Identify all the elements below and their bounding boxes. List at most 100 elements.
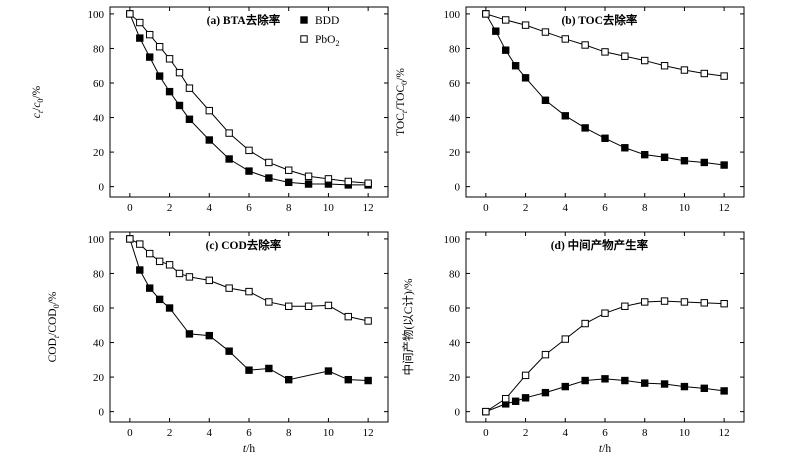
legend-marker-bdd — [300, 16, 308, 24]
series-line — [129, 13, 369, 186]
data-point — [511, 397, 520, 405]
y-tick-label: 20 — [449, 372, 461, 384]
y-tick-label: 20 — [93, 147, 105, 159]
data-point — [265, 174, 273, 182]
data-point — [720, 161, 728, 169]
data-point — [136, 266, 144, 274]
data-point — [492, 27, 500, 35]
y-tick-label: 40 — [93, 113, 105, 125]
x-tick-label: 10 — [323, 427, 335, 439]
series-pbo2 — [126, 235, 372, 325]
data-point — [641, 379, 649, 387]
data-point — [225, 284, 233, 292]
data-point — [265, 364, 273, 373]
panel-c: 0 2 4 6 8 10 12 0 20 40 60 80 100 (c) COD去除率 CODt/COD0… — [47, 231, 389, 455]
data-point — [601, 48, 609, 56]
x-tick-label: 12 — [363, 427, 374, 439]
data-point — [155, 295, 164, 304]
x-tick-label: 0 — [127, 427, 133, 439]
y-tick-label: 100 — [88, 234, 105, 246]
x-tick-label: 6 — [602, 427, 608, 439]
data-point — [541, 350, 550, 359]
plot-frame — [465, 6, 745, 198]
data-point — [641, 56, 649, 65]
data-point — [185, 115, 194, 123]
y-axis-label: 中间产物(以C计)/% — [401, 278, 415, 376]
data-point — [482, 10, 490, 18]
data-point — [126, 10, 134, 18]
x-tick-label: 12 — [719, 202, 730, 214]
series-line — [485, 300, 725, 413]
y-tick-label: 80 — [449, 268, 461, 280]
data-point — [581, 124, 589, 132]
series-bdd — [482, 375, 728, 416]
data-point — [165, 87, 174, 96]
data-point — [641, 298, 649, 306]
y-tick-label: 40 — [93, 338, 105, 350]
data-point — [621, 376, 629, 385]
data-point — [185, 330, 194, 338]
x-tick-label: 10 — [679, 427, 691, 439]
data-point — [621, 52, 629, 60]
x-tick-label: 2 — [167, 202, 173, 214]
data-point — [304, 180, 313, 188]
panel-d: 0 2 4 6 8 10 12 0 20 40 60 80 100 (d) 中间产物产生率中间产物(以C计… — [401, 231, 745, 455]
x-tick-label: 10 — [679, 202, 691, 214]
data-point — [324, 301, 333, 310]
data-point — [680, 66, 689, 74]
series-line — [485, 13, 725, 166]
data-point — [285, 178, 293, 187]
data-point — [680, 298, 689, 306]
data-point — [165, 261, 174, 269]
x-tick-label: 12 — [363, 202, 374, 214]
data-point — [660, 153, 669, 161]
data-point — [521, 394, 530, 402]
data-point — [720, 72, 728, 80]
data-point — [581, 41, 589, 49]
data-point — [205, 276, 213, 285]
data-point — [680, 157, 689, 165]
y-tick-label: 100 — [444, 9, 461, 21]
data-point — [482, 407, 490, 416]
y-axis-label: CODt/COD0/% — [47, 291, 61, 362]
x-tick-label: 8 — [286, 202, 292, 214]
data-point — [304, 172, 313, 180]
y-tick-label: 60 — [449, 78, 461, 90]
data-point — [660, 380, 669, 388]
x-axis-label: t/h — [243, 443, 255, 455]
y-tick-label: 60 — [93, 78, 105, 90]
x-tick-label: 12 — [719, 427, 730, 439]
data-point — [561, 112, 569, 120]
x-tick-label: 6 — [246, 427, 252, 439]
series-line — [485, 378, 725, 413]
data-point — [205, 106, 213, 115]
y-tick-label: 80 — [93, 43, 105, 55]
data-point — [265, 158, 273, 167]
data-point — [225, 155, 233, 163]
data-point — [155, 43, 164, 51]
y-tick-label: 0 — [455, 182, 461, 194]
data-point — [541, 388, 550, 397]
data-point — [155, 257, 164, 266]
data-point — [285, 302, 293, 310]
y-tick-label: 60 — [93, 303, 105, 315]
x-tick-label: 0 — [483, 202, 489, 214]
data-point — [155, 72, 164, 80]
panel-title: (c) COD去除率 — [206, 238, 282, 252]
x-tick-label: 4 — [563, 202, 569, 214]
data-point — [700, 384, 708, 393]
x-tick-label: 2 — [523, 427, 529, 439]
y-tick-label: 0 — [99, 407, 105, 419]
data-point — [136, 34, 144, 42]
x-tick-label: 4 — [207, 427, 213, 439]
y-tick-label: 20 — [93, 372, 105, 384]
data-point — [561, 382, 569, 391]
data-point — [285, 375, 293, 384]
data-point — [660, 297, 669, 305]
y-tick-label: 0 — [455, 407, 461, 419]
x-tick-label: 6 — [602, 202, 608, 214]
data-point — [185, 84, 194, 92]
data-point — [205, 136, 213, 144]
data-point — [364, 179, 372, 187]
data-point — [521, 74, 530, 82]
